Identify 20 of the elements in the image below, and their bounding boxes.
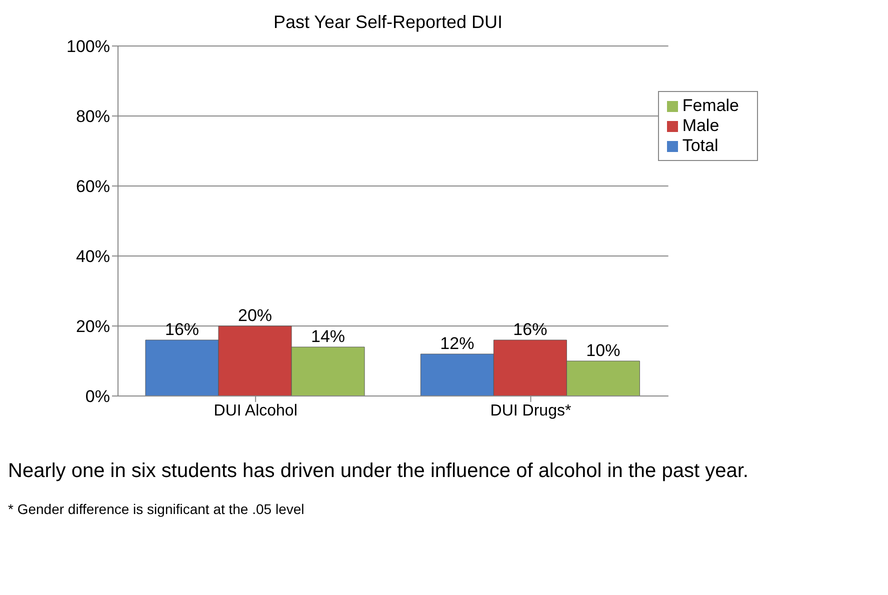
data-label: 10%	[586, 341, 620, 360]
data-label: 20%	[238, 306, 272, 325]
x-tick-label: DUI Drugs*	[490, 402, 572, 420]
text: * Gender difference is significant at the .05 level	[8, 500, 306, 518]
x-tick-label: DUI Alcohol	[214, 402, 298, 420]
data-label: 16%	[165, 320, 200, 339]
y-tick-label: 80%	[76, 107, 110, 126]
data-label: 14%	[311, 327, 346, 346]
y-tick-label: 20%	[76, 317, 110, 336]
y-tick-label: 40%	[76, 247, 110, 266]
y-tick-label: 100%	[66, 37, 110, 56]
legend-label: Female	[682, 96, 739, 115]
legend-label: Male	[682, 116, 720, 135]
y-tick-label: 60%	[76, 177, 110, 196]
y-tick-label: 0%	[85, 387, 110, 406]
text: Nearly one in six students has driven under the influence of alcohol in the past year.	[8, 459, 750, 484]
legend-label: Total	[682, 136, 718, 155]
chart-title: Past Year Self-Reported DUI	[272, 11, 504, 34]
data-label: 12%	[440, 334, 474, 353]
data-label: 16%	[513, 320, 548, 339]
